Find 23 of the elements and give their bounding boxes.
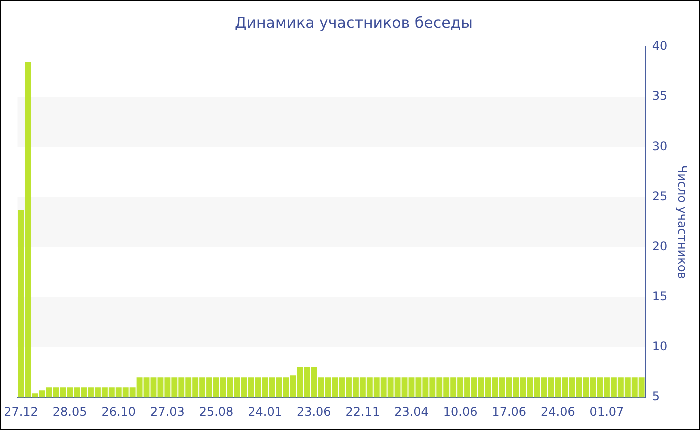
y-tick-label: 35 [652, 89, 668, 104]
x-tick-label: 10.06 [443, 404, 478, 419]
x-tick-label: 24.06 [540, 404, 576, 419]
y-tick-label: 25 [652, 189, 668, 204]
y-tick-label: 5 [652, 390, 660, 404]
x-tick-label: 27.12 [4, 404, 38, 419]
x-tick-label: 28.05 [52, 404, 88, 419]
x-tick-label: 27.03 [150, 404, 185, 419]
chart-title: Динамика участников беседы [234, 14, 474, 32]
y-tick-label: 30 [652, 139, 668, 154]
x-tick-label: 26.10 [102, 404, 136, 419]
y-tick-label: 20 [652, 239, 668, 254]
y-tick-label: 10 [652, 340, 668, 354]
x-tick-label: 25.08 [199, 404, 234, 419]
x-tick-label: 23.06 [296, 404, 332, 419]
y-axis-title: Число участников [676, 165, 690, 280]
x-tick-label: 01.07 [590, 404, 624, 419]
x-tick-label: 23.04 [394, 404, 429, 419]
y-tick-label: 40 [652, 39, 668, 54]
x-tick-label: 24.01 [248, 404, 282, 419]
x-tick-label: 17.06 [492, 404, 527, 419]
y-tick-label: 15 [652, 290, 668, 304]
x-tick-label: 22.11 [346, 404, 380, 419]
